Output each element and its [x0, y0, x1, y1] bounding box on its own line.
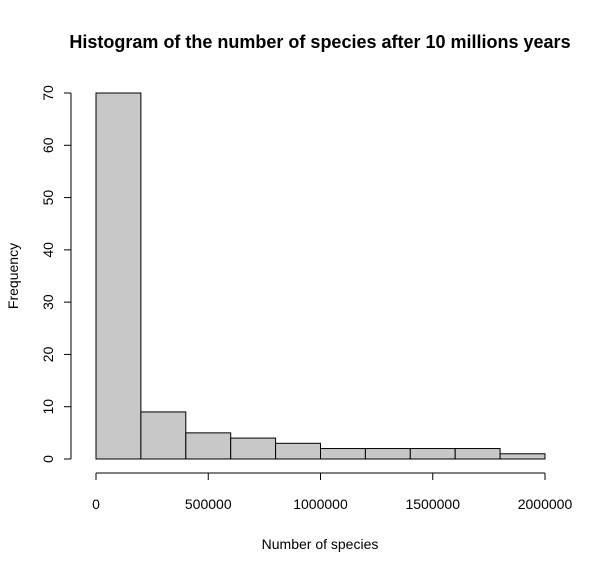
y-tick-label-5: 50 — [40, 190, 56, 206]
x-tick-label-2: 1000000 — [293, 496, 348, 512]
y-tick-label-1: 10 — [40, 399, 56, 415]
y-axis: 0 10 20 30 40 50 60 70 — [40, 85, 72, 463]
y-tick-label-2: 20 — [40, 346, 56, 362]
histogram-bar-5 — [320, 448, 366, 460]
x-tick-label-4: 2000000 — [518, 496, 573, 512]
bars-layer — [95, 92, 546, 460]
histogram-bar-0 — [95, 92, 142, 460]
histogram-bar-1 — [140, 411, 187, 460]
x-axis-label: Number of species — [262, 536, 379, 552]
x-tick-label-0: 0 — [92, 496, 100, 512]
histogram-bar-4 — [275, 442, 322, 460]
x-tick-label-3: 1500000 — [405, 496, 460, 512]
histogram-bar-7 — [409, 448, 456, 460]
histogram-bar-2 — [185, 432, 232, 460]
y-axis-label: Frequency — [5, 243, 21, 309]
histogram-bar-9 — [499, 453, 546, 460]
y-tick-label-3: 30 — [40, 294, 56, 310]
x-axis: 0 500000 1000000 1500000 2000000 — [92, 472, 573, 512]
histogram-bar-3 — [230, 437, 277, 460]
chart-title: Histogram of the number of species after… — [69, 32, 570, 52]
histogram-bar-6 — [364, 448, 411, 460]
y-tick-label-4: 40 — [40, 242, 56, 258]
y-tick-label-0: 0 — [40, 455, 56, 463]
y-tick-label-6: 60 — [40, 137, 56, 153]
y-tick-label-7: 70 — [40, 85, 56, 101]
x-tick-label-1: 500000 — [185, 496, 232, 512]
histogram-bar-8 — [454, 448, 501, 460]
